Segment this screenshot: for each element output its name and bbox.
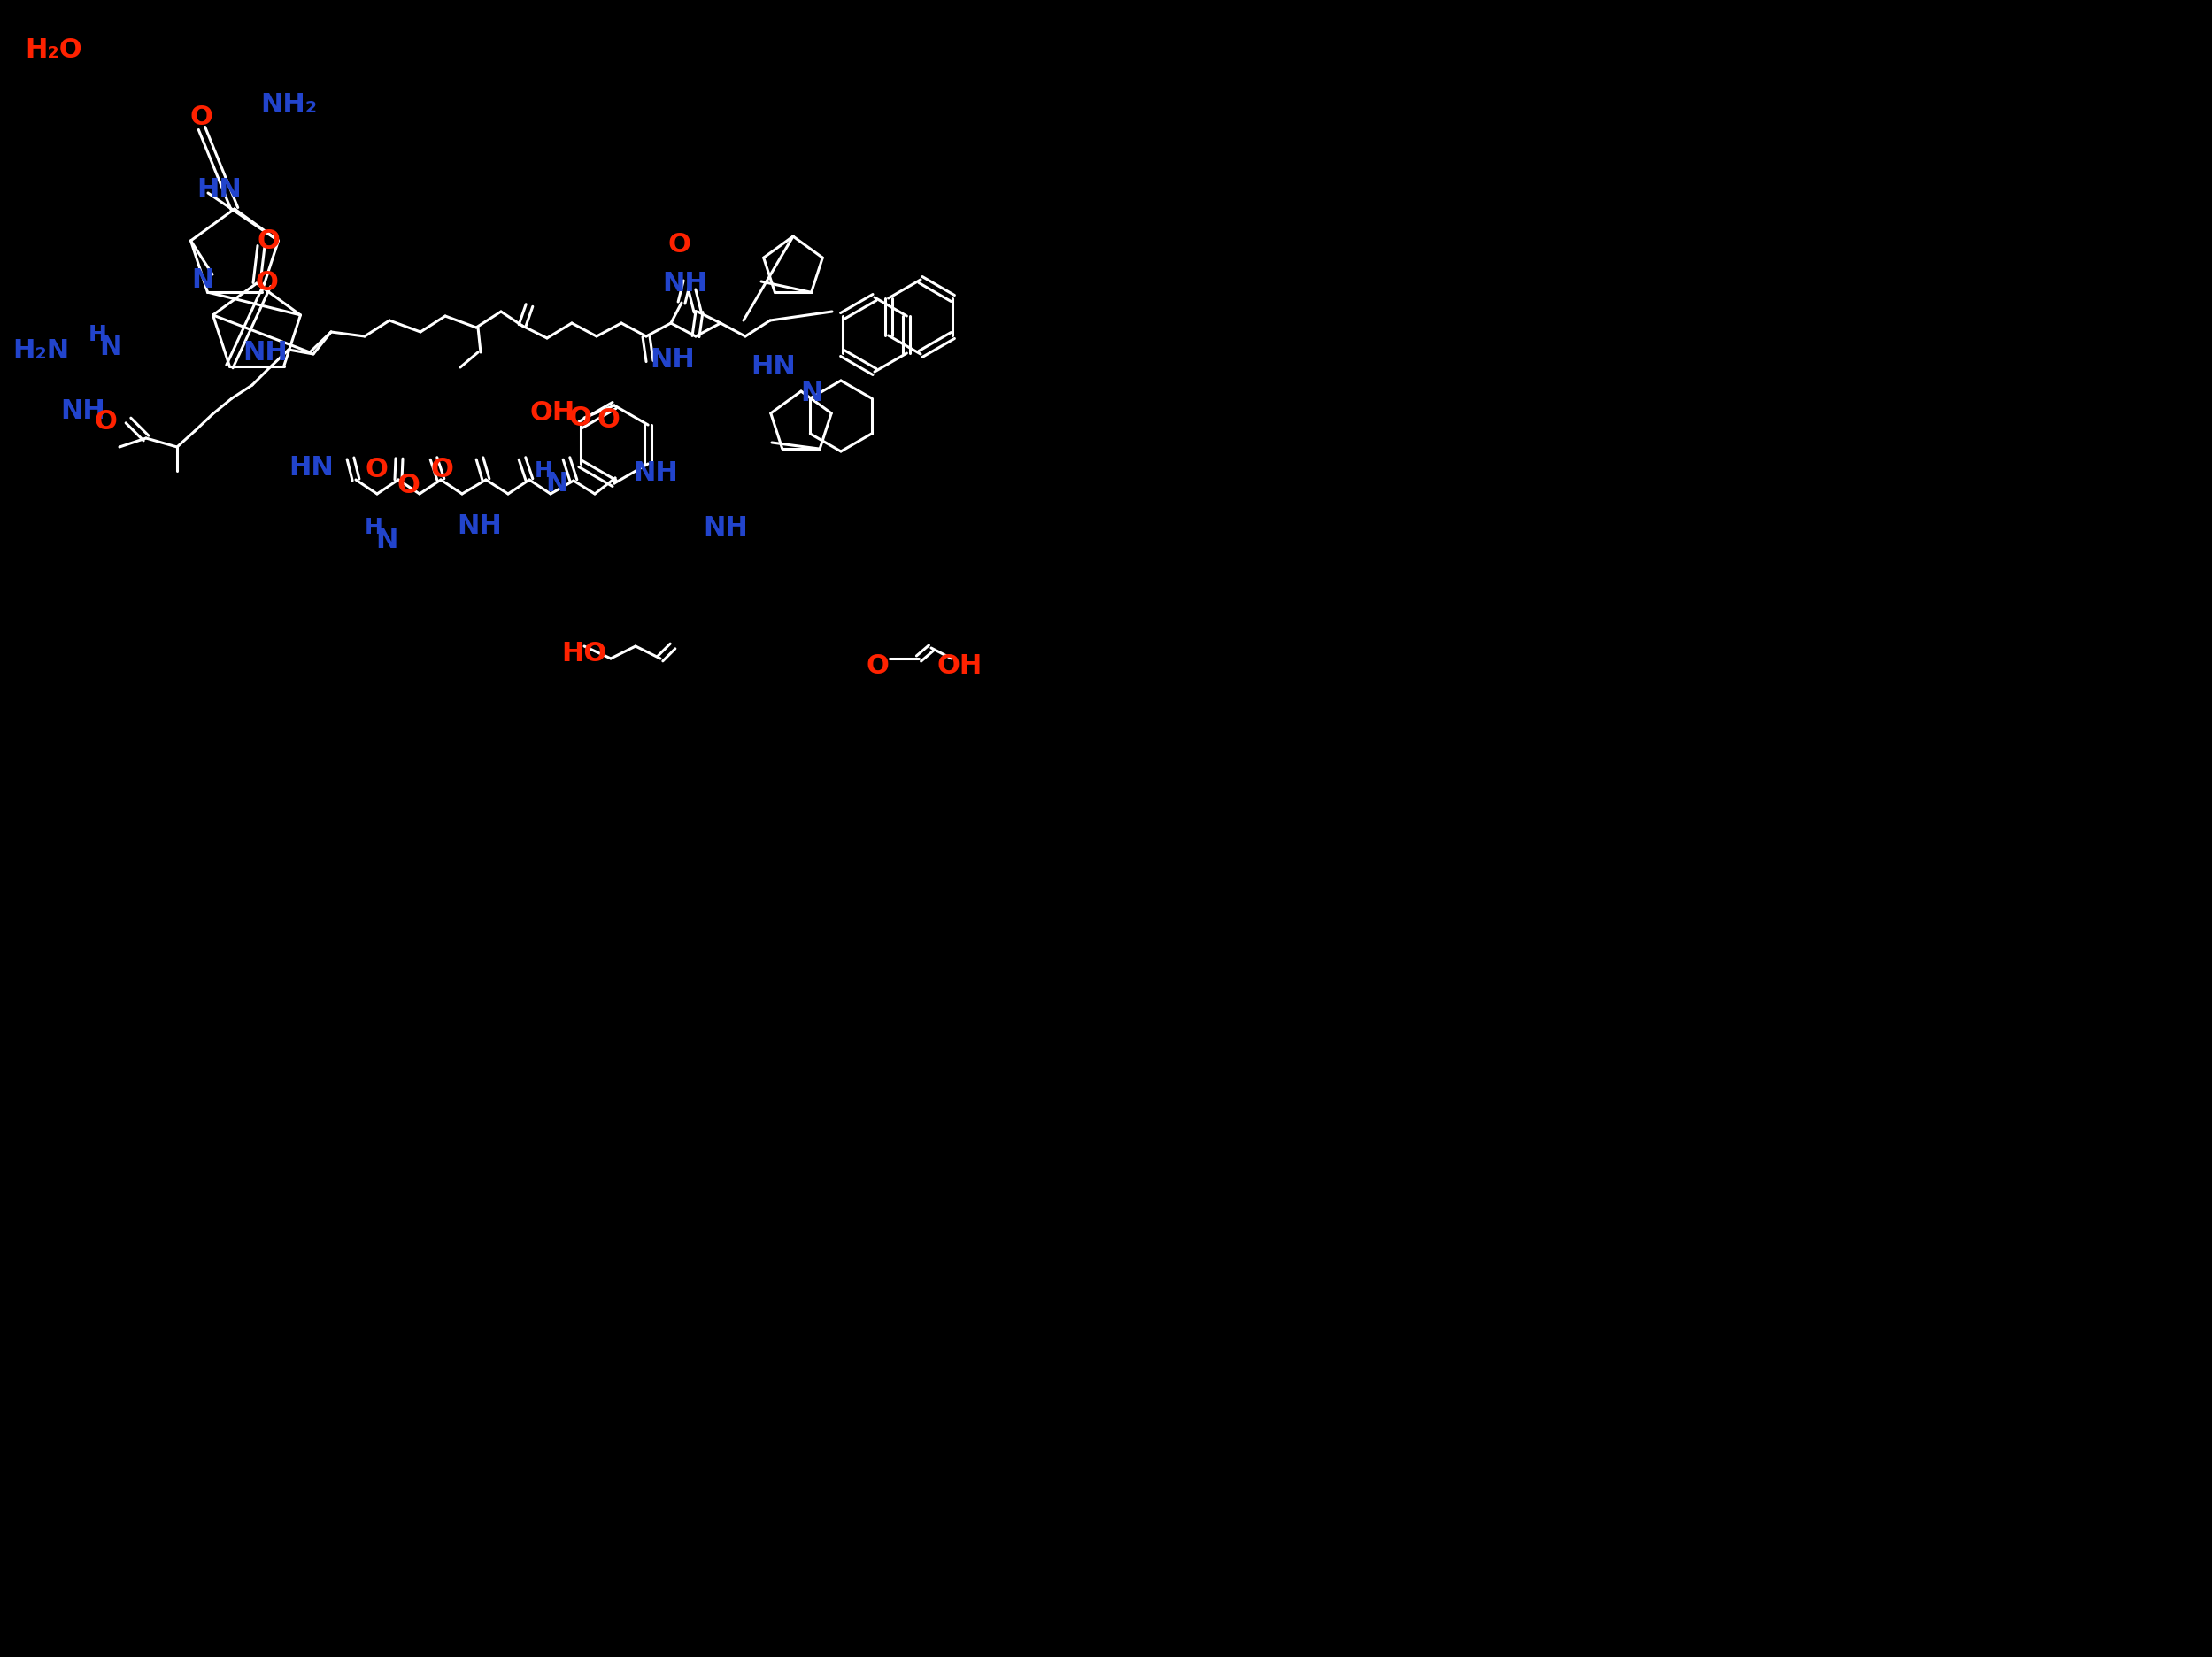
Text: H: H <box>535 461 553 482</box>
Text: OH: OH <box>529 399 575 426</box>
Text: N: N <box>100 335 122 360</box>
Text: NH: NH <box>456 514 502 539</box>
Text: HN: HN <box>750 355 796 379</box>
Text: H: H <box>88 325 106 345</box>
Text: OH: OH <box>938 653 982 679</box>
Text: O: O <box>431 457 453 482</box>
Text: H₂N: H₂N <box>13 338 69 365</box>
Text: H₂O: H₂O <box>24 36 82 63</box>
Text: O: O <box>867 653 889 679</box>
Text: O: O <box>254 270 279 295</box>
Text: HN: HN <box>288 456 334 481</box>
Text: O: O <box>93 409 117 434</box>
Text: NH: NH <box>703 515 748 540</box>
Text: NH: NH <box>633 461 677 486</box>
Text: NH: NH <box>650 346 695 373</box>
Text: N: N <box>376 527 398 553</box>
Text: HN: HN <box>197 177 241 202</box>
Text: HO: HO <box>562 641 606 666</box>
Text: N: N <box>801 381 823 406</box>
Text: O: O <box>568 406 591 431</box>
Text: O: O <box>597 408 619 432</box>
Text: H: H <box>365 517 383 539</box>
Text: NH₂: NH₂ <box>261 93 316 118</box>
Text: O: O <box>190 104 212 131</box>
Text: NH: NH <box>243 340 288 366</box>
Text: NH: NH <box>661 270 708 297</box>
Text: O: O <box>257 229 279 254</box>
Text: O: O <box>398 472 420 499</box>
Text: O: O <box>668 232 690 257</box>
Text: N: N <box>190 267 215 293</box>
Text: N: N <box>544 471 568 497</box>
Text: O: O <box>365 457 387 482</box>
Text: NH: NH <box>60 398 106 424</box>
